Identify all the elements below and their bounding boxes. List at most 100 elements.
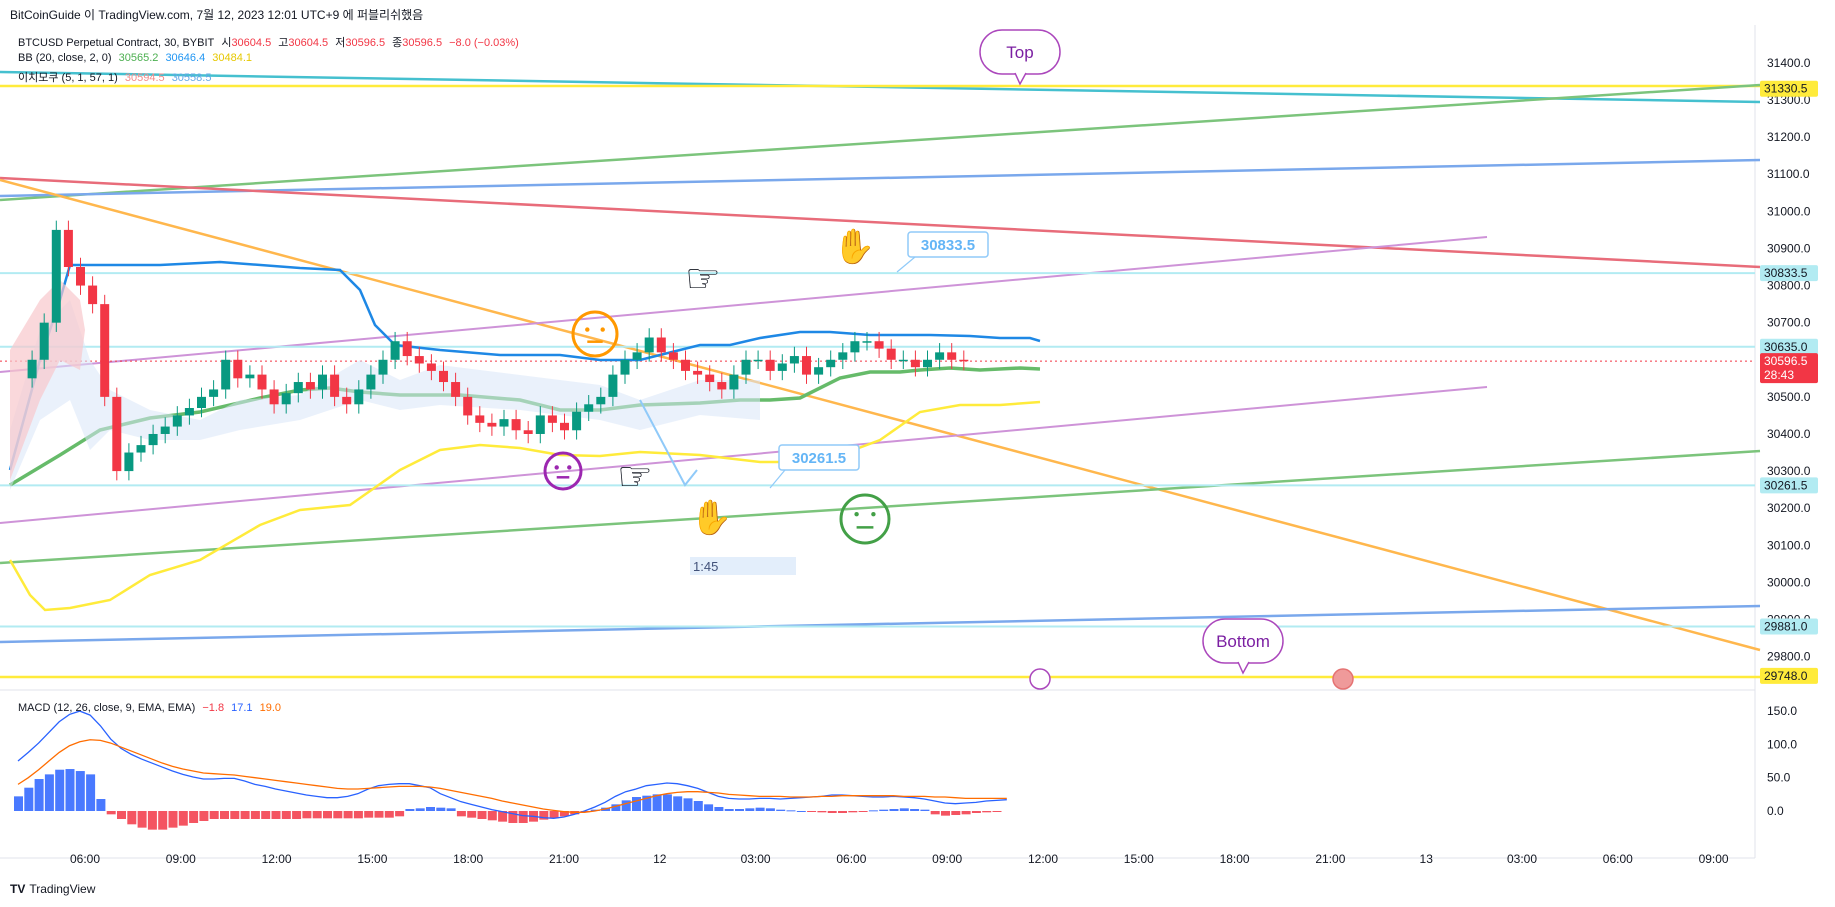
macd-hist-bar-42 [446, 808, 456, 811]
candle-body-19 [245, 374, 255, 379]
price-tick-30700: 30700.0 [1767, 316, 1811, 330]
symbol-legend[interactable]: BTCUSD Perpetual Contract, 30, BYBIT 시30… [18, 34, 523, 50]
trend-lines [0, 70, 1761, 679]
time-tick-14: 13 [1420, 852, 1434, 866]
candle-body-58 [717, 382, 727, 390]
macd-signal-line [17, 739, 1007, 813]
candle-body-69 [850, 341, 860, 353]
chart-axes: 29800.029900.030000.030100.030200.030300… [70, 56, 1811, 866]
candle-body-9 [124, 452, 134, 472]
price-tick-30300: 30300.0 [1767, 464, 1811, 478]
macd-hist-bar-14 [158, 811, 168, 830]
candle-body-57 [705, 374, 715, 383]
price-tick-30000: 30000.0 [1767, 575, 1811, 589]
macd-hist-bar-95 [992, 811, 1002, 812]
candle-body-44 [547, 415, 557, 423]
macd-hist-bar-51 [539, 811, 549, 820]
candlesticks [27, 220, 969, 481]
low-label: 저 [335, 37, 346, 49]
macd-hist-bar-2 [34, 779, 44, 811]
candle-body-62 [765, 359, 775, 371]
candle-body-22 [281, 393, 291, 405]
candle-body-1 [27, 359, 37, 379]
candle-body-13 [172, 415, 182, 427]
macd-hist-bar-68 [714, 807, 724, 811]
macd-hist-bar-89 [930, 811, 940, 815]
macd-hist-bar-83 [868, 810, 878, 812]
macd-tick-1: 100.0 [1767, 737, 1797, 751]
time-tick-2: 12:00 [262, 852, 292, 866]
macd-hist-bar-7 [86, 774, 96, 811]
macd-hist-bar-60 [632, 797, 641, 811]
macd-hist-bar-86 [899, 808, 909, 811]
macd-hist-bar-4 [55, 769, 65, 811]
macd-hist-bar-92 [961, 811, 971, 815]
candle-body-25 [318, 374, 327, 390]
macd-hist-bar-44 [467, 811, 477, 818]
candle-body-23 [293, 382, 303, 394]
thumbs-down-icon: ✋ [833, 227, 875, 266]
price-tick-30100: 30100.0 [1767, 538, 1811, 552]
macd-hist-bar-66 [693, 801, 703, 811]
macd-hist-bar-34 [364, 811, 374, 818]
price-callout-low-tail [769, 469, 786, 489]
candle-body-5 [76, 267, 85, 286]
ichimoku-b: 30558.5 [171, 72, 212, 84]
time-tick-0: 06:00 [70, 852, 100, 866]
macd-signal-value: 19.0 [259, 702, 282, 714]
confused-face-icon-eye-r [871, 512, 876, 517]
candle-body-63 [777, 363, 787, 371]
time-tick-3: 15:00 [357, 852, 387, 866]
candle-body-28 [354, 389, 364, 405]
macd-hist-bar-3 [44, 774, 54, 811]
price-tick-29800: 29800.0 [1767, 650, 1811, 664]
candle-body-15 [197, 396, 206, 409]
bb-lower-line [8, 400, 1041, 612]
candle-body-48 [596, 396, 606, 405]
candle-body-36 [451, 382, 461, 397]
macd-hist-bar-81 [848, 811, 858, 813]
bb-label: BB (20, close, 2, 0) [18, 52, 112, 64]
candle-body-54 [668, 352, 678, 360]
macd-hist-bar-85 [889, 809, 899, 811]
macd-hist-bar-47 [498, 811, 508, 822]
candle-body-59 [729, 374, 739, 390]
time-tick-16: 06:00 [1603, 852, 1633, 866]
macd-hist-bar-40 [426, 807, 435, 811]
orange-downtrend-line [0, 178, 1761, 652]
price-label-5: 29881.0 [1764, 620, 1808, 634]
price-label-bg-6 [1760, 667, 1818, 684]
candle-body-37 [463, 396, 473, 416]
candle-body-47 [584, 404, 594, 412]
macd-hist-bar-30 [323, 811, 332, 819]
bb-upper-line [8, 260, 1041, 471]
candle-body-76 [935, 352, 945, 360]
pointing-hand-icon-2: ☞ [617, 455, 653, 499]
macd-hist-bar-72 [755, 807, 765, 811]
bb-lower: 30484.1 [212, 52, 253, 64]
macd-hist-value: −1.8 [202, 702, 225, 714]
candle-body-74 [910, 359, 920, 368]
macd-line [17, 710, 1007, 819]
macd-label: MACD (12, 26, close, 9, EMA, EMA) [18, 702, 196, 714]
macd-hist-bar-35 [374, 811, 384, 818]
time-tick-7: 03:00 [741, 852, 771, 866]
price-tick-30800: 30800.0 [1767, 279, 1811, 293]
us-flag-icon [1332, 668, 1354, 690]
confused-face-icon [839, 493, 891, 545]
tradingview-logo-icon: TV [10, 882, 26, 896]
time-tick-6: 12 [653, 852, 667, 866]
ichimoku-legend[interactable]: 이치모쿠 (5, 1, 57, 1) 30594.5 30558.5 [18, 69, 215, 85]
candle-body-43 [535, 415, 545, 434]
candle-body-42 [523, 430, 533, 434]
price-label-2: 30635.0 [1764, 340, 1808, 354]
red-downtrend-line [0, 176, 1761, 269]
indicator-lines [8, 260, 1041, 612]
tradingview-footer[interactable]: TV TradingView [10, 882, 95, 896]
macd-legend[interactable]: MACD (12, 26, close, 9, EMA, EMA) −1.8 1… [18, 702, 285, 714]
candle-body-34 [426, 363, 436, 371]
bb-legend[interactable]: BB (20, close, 2, 0) 30565.2 30646.4 304… [18, 52, 256, 64]
price-callout-low-box [778, 444, 860, 471]
macd-hist-bar-45 [477, 811, 487, 819]
